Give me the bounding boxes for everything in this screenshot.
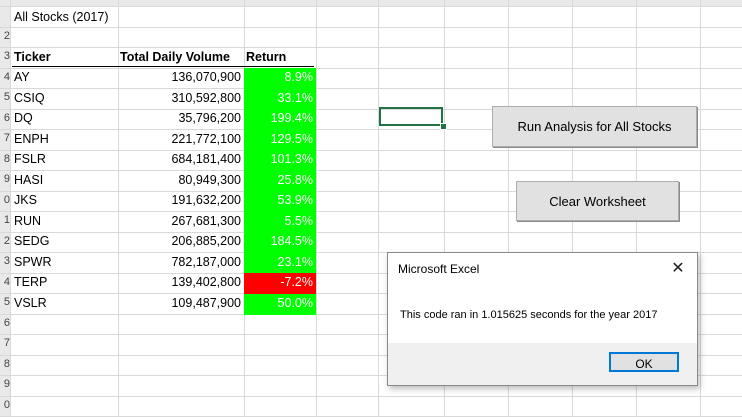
row-number[interactable]: 2 xyxy=(3,235,10,247)
volume-cell[interactable]: 221,772,100 xyxy=(171,132,241,146)
ticker-cell[interactable]: ENPH xyxy=(14,132,49,146)
header-underline xyxy=(12,66,314,67)
grid-column-line xyxy=(508,0,509,417)
ticker-cell[interactable]: DQ xyxy=(14,111,33,125)
return-cell[interactable]: 101.3% xyxy=(244,150,316,171)
grid-row-line xyxy=(0,88,742,89)
ticker-cell[interactable]: SEDG xyxy=(14,234,50,248)
ticker-cell[interactable]: VSLR xyxy=(14,296,47,310)
sheet-title-cell[interactable]: All Stocks (2017) xyxy=(14,10,109,24)
grid-row-line xyxy=(0,252,742,253)
row-number[interactable]: 9 xyxy=(3,173,10,185)
ticker-cell[interactable]: FSLR xyxy=(14,152,46,166)
row-number[interactable]: 9 xyxy=(3,378,10,390)
return-cell[interactable]: -7.2% xyxy=(244,273,316,294)
selected-cell[interactable] xyxy=(379,107,443,126)
volume-cell[interactable]: 109,487,900 xyxy=(171,296,241,310)
grid-row-line xyxy=(0,27,742,28)
grid-row-line xyxy=(0,47,742,48)
row-number[interactable]: 2 xyxy=(3,30,10,42)
volume-cell[interactable]: 206,885,200 xyxy=(171,234,241,248)
row-number[interactable]: 4 xyxy=(3,71,10,83)
clear-worksheet-button[interactable]: Clear Worksheet xyxy=(516,181,679,221)
return-header[interactable]: Return xyxy=(246,50,287,64)
grid-row-line xyxy=(0,396,742,397)
grid-row-line xyxy=(0,129,742,130)
return-cell[interactable]: 129.5% xyxy=(244,130,316,151)
grid-row-line xyxy=(0,191,742,192)
grid-row-line xyxy=(0,273,742,274)
grid-column-line xyxy=(378,0,379,417)
close-icon[interactable]: ✕ xyxy=(671,260,685,277)
ticker-cell[interactable]: TERP xyxy=(14,275,48,289)
grid-column-line xyxy=(10,0,11,417)
return-cell[interactable]: 53.9% xyxy=(244,191,316,212)
grid-row-line xyxy=(0,68,742,69)
grid-column-line xyxy=(700,0,701,417)
grid-row-line xyxy=(0,355,742,356)
ticker-cell[interactable]: SPWR xyxy=(14,255,52,269)
row-number[interactable]: 5 xyxy=(3,91,10,103)
return-cell[interactable]: 8.9% xyxy=(244,68,316,89)
return-cell[interactable]: 25.8% xyxy=(244,171,316,192)
volume-cell[interactable]: 310,592,800 xyxy=(171,91,241,105)
return-cell[interactable]: 23.1% xyxy=(244,253,316,274)
run-analysis-button[interactable]: Run Analysis for All Stocks xyxy=(492,106,697,147)
row-number[interactable]: 0 xyxy=(3,399,10,411)
grid-row-line xyxy=(0,293,742,294)
volume-cell[interactable]: 267,681,300 xyxy=(171,214,241,228)
volume-cell[interactable]: 782,187,000 xyxy=(171,255,241,269)
volume-cell[interactable]: 136,070,900 xyxy=(171,70,241,84)
volume-cell[interactable]: 139,402,800 xyxy=(171,275,241,289)
volume-cell[interactable]: 191,632,200 xyxy=(171,193,241,207)
row-number[interactable]: 8 xyxy=(3,358,10,370)
grid-column-line xyxy=(444,0,445,417)
grid-row-line xyxy=(0,232,742,233)
return-cell[interactable]: 50.0% xyxy=(244,294,316,315)
return-cell[interactable]: 33.1% xyxy=(244,89,316,110)
grid-row-line xyxy=(0,375,742,376)
dialog-footer: OK xyxy=(388,343,697,385)
grid-row-line xyxy=(0,150,742,151)
ok-button[interactable]: OK xyxy=(609,352,679,372)
volume-cell[interactable]: 80,949,300 xyxy=(178,173,241,187)
grid-row-line xyxy=(0,211,742,212)
row-number[interactable]: 7 xyxy=(3,132,10,144)
return-cell[interactable]: 5.5% xyxy=(244,212,316,233)
grid-column-line xyxy=(316,0,317,417)
ticker-cell[interactable]: CSIQ xyxy=(14,91,45,105)
ticker-cell[interactable]: HASI xyxy=(14,173,44,187)
volume-cell[interactable]: 684,181,400 xyxy=(171,152,241,166)
row-number[interactable]: 6 xyxy=(3,112,10,124)
row-number[interactable]: 0 xyxy=(3,194,10,206)
volume-cell[interactable]: 35,796,200 xyxy=(178,111,241,125)
return-cell[interactable]: 184.5% xyxy=(244,232,316,253)
grid-row-line xyxy=(0,314,742,315)
message-dialog[interactable]: Microsoft Excel ✕ This code ran in 1.015… xyxy=(387,252,698,386)
row-number[interactable]: 5 xyxy=(3,296,10,308)
row-number[interactable]: 8 xyxy=(3,153,10,165)
ticker-cell[interactable]: AY xyxy=(14,70,30,84)
grid-row-line xyxy=(0,170,742,171)
grid-row-line xyxy=(0,6,742,7)
dialog-title: Microsoft Excel xyxy=(398,262,480,276)
grid-column-line xyxy=(118,0,119,417)
row-number[interactable]: 4 xyxy=(3,276,10,288)
grid-row-line xyxy=(0,334,742,335)
row-number[interactable]: 1 xyxy=(3,214,10,226)
ticker-cell[interactable]: RUN xyxy=(14,214,42,228)
grid-row-line xyxy=(0,109,742,110)
ticker-cell[interactable]: JKS xyxy=(14,193,37,207)
dialog-message: This code ran in 1.015625 seconds for th… xyxy=(400,309,658,321)
row-number[interactable]: 6 xyxy=(3,317,10,329)
row-number[interactable]: 3 xyxy=(3,50,10,62)
row-number[interactable]: 7 xyxy=(3,337,10,349)
row-number[interactable]: 3 xyxy=(3,255,10,267)
volume-header[interactable]: Total Daily Volume xyxy=(120,50,230,64)
fill-handle[interactable] xyxy=(440,123,447,130)
ticker-header[interactable]: Ticker xyxy=(14,50,51,64)
return-cell[interactable]: 199.4% xyxy=(244,109,316,130)
